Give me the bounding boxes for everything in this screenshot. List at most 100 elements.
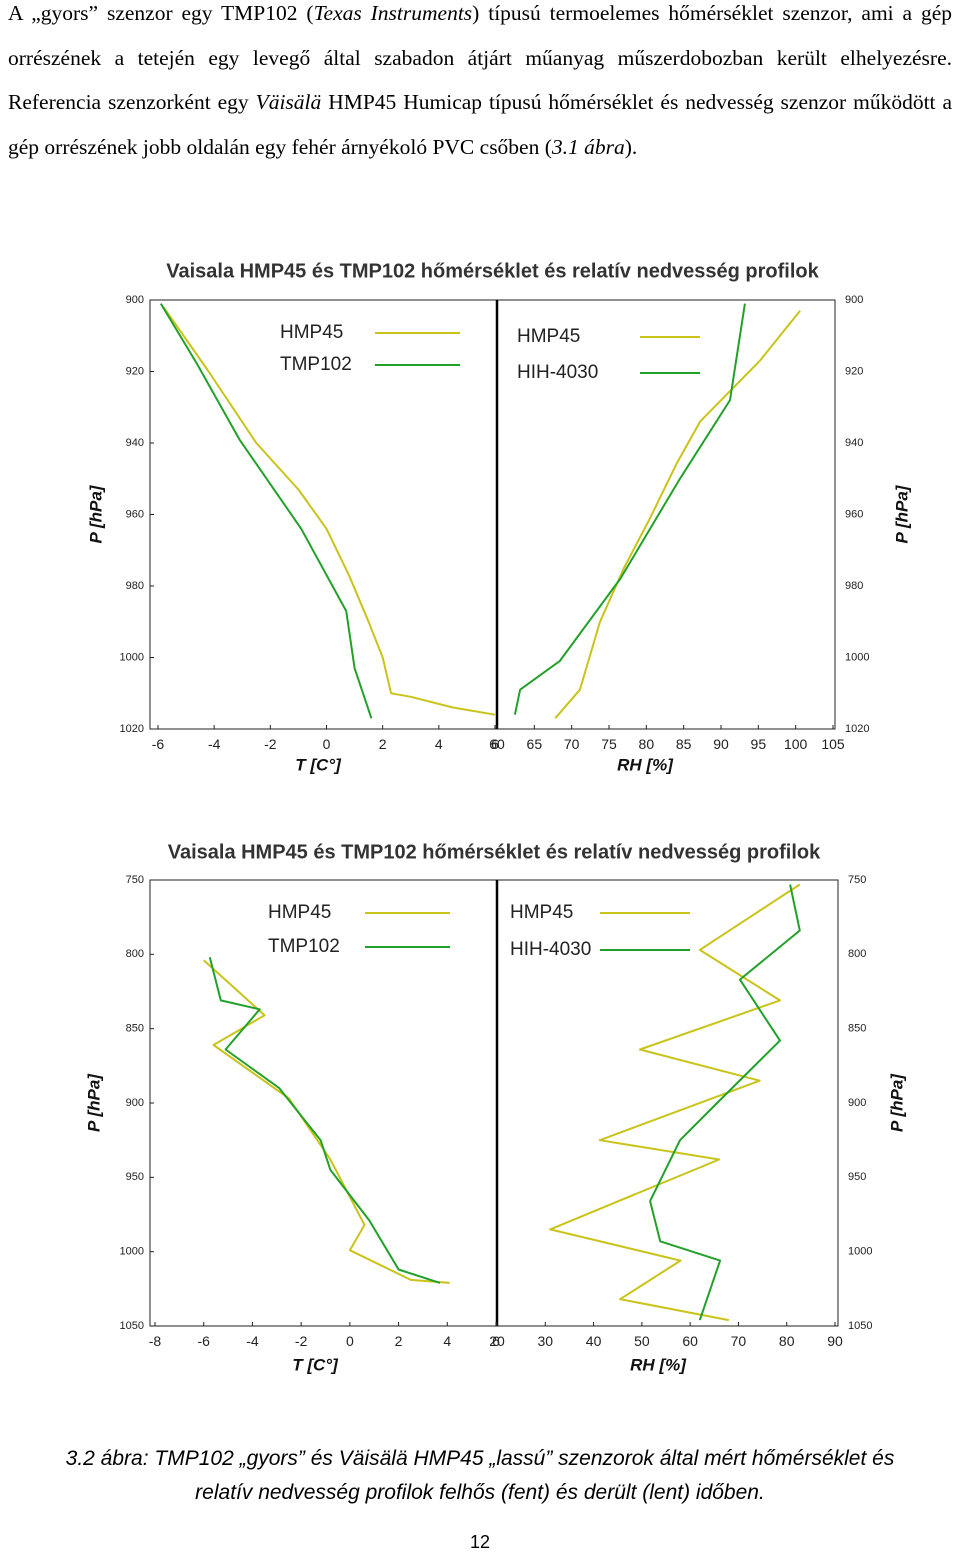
y-tick-label: 900: [126, 294, 144, 306]
legend-label: HMP45: [510, 902, 573, 923]
x-tick-label: 105: [821, 736, 845, 752]
text-run: ).: [624, 134, 638, 159]
plot-frame: [149, 299, 836, 730]
legend-label: HMP45: [268, 902, 331, 923]
x-tick-label: 60: [489, 736, 505, 752]
x-axis-label: T [C°]: [295, 755, 342, 774]
x-tick-label: 65: [527, 736, 543, 752]
y-tick-label-right: 900: [845, 294, 863, 306]
profile-line: [554, 310, 801, 719]
y-axis-label: P [hPa]: [887, 1073, 906, 1132]
y-tick-label: 920: [126, 365, 144, 377]
x-tick-label: -2: [295, 1333, 308, 1349]
text-run: HMP45 Humicap típusú hőmérséklet és nedv…: [8, 90, 952, 159]
x-tick-label: 6: [491, 736, 499, 752]
text-run: ) típusú termoelemes hőmérséklet szenzor…: [8, 1, 952, 114]
y-tick-label: 850: [126, 1023, 144, 1035]
chart-title: Vaisala HMP45 és TMP102 hőmérséklet és r…: [166, 260, 819, 282]
plot-frame: [149, 879, 839, 1327]
profile-line: [549, 883, 801, 1322]
y-tick-label-right: 960: [845, 508, 863, 520]
y-tick-label: 1000: [120, 651, 144, 663]
x-tick-label: 100: [784, 736, 808, 752]
chart-title: Vaisala HMP45 és TMP102 hőmérséklet és r…: [168, 841, 821, 863]
x-tick-label: -6: [197, 1333, 210, 1349]
x-tick-label: 70: [731, 1333, 747, 1349]
y-tick-label: 1000: [120, 1246, 144, 1258]
legend-label: HIH-4030: [517, 362, 598, 383]
legend-label: TMP102: [280, 354, 352, 375]
y-tick-label-right: 940: [845, 437, 863, 449]
body-paragraph: A „gyors” szenzor egy TMP102 (Texas Inst…: [8, 0, 952, 169]
y-tick-label-right: 1050: [848, 1320, 872, 1332]
y-tick-label: 800: [126, 948, 144, 960]
y-tick-label: 950: [126, 1171, 144, 1183]
y-tick-label-right: 1000: [845, 651, 869, 663]
y-tick-label-right: 920: [845, 365, 863, 377]
x-tick-label: -4: [246, 1333, 259, 1349]
x-tick-label: 2: [395, 1333, 403, 1349]
legend-label: HMP45: [517, 326, 580, 347]
legend-label: HIH-4030: [510, 939, 591, 960]
y-axis-label: P [hPa]: [892, 484, 911, 543]
y-tick-label: 750: [126, 874, 144, 886]
text-run: 3.1 ábra: [551, 134, 625, 159]
profile-line: [649, 884, 801, 1321]
y-tick-label-right: 950: [848, 1171, 866, 1183]
x-tick-label: 85: [676, 736, 692, 752]
profile-line: [208, 957, 441, 1284]
x-tick-label: -4: [208, 736, 221, 752]
legend-label: HMP45: [280, 322, 343, 343]
y-tick-label: 1020: [120, 723, 144, 735]
profile-line: [513, 303, 746, 715]
x-tick-label: 40: [586, 1333, 602, 1349]
x-tick-label: -2: [264, 736, 277, 752]
y-tick-label: 940: [126, 437, 144, 449]
y-tick-label: 1050: [120, 1320, 144, 1332]
y-axis-label: P [hPa]: [84, 1073, 103, 1132]
text-run: Väisälä: [255, 90, 322, 114]
y-tick-label-right: 850: [848, 1023, 866, 1035]
text-run: Texas Instruments: [313, 1, 473, 25]
y-tick-label: 900: [126, 1097, 144, 1109]
text-run: A „gyors” szenzor egy TMP102 (: [8, 1, 314, 25]
x-axis-label: RH [%]: [630, 1355, 687, 1374]
x-tick-label: 60: [682, 1333, 698, 1349]
x-tick-label: 50: [634, 1333, 650, 1349]
y-tick-label-right: 900: [848, 1097, 866, 1109]
figure: Vaisala HMP45 és TMP102 hőmérséklet és r…: [86, 260, 911, 774]
x-tick-label: 80: [639, 736, 655, 752]
y-tick-label-right: 1020: [845, 723, 869, 735]
y-axis-label: P [hPa]: [86, 484, 105, 543]
x-axis-label: T [C°]: [292, 1355, 339, 1374]
x-tick-label: 0: [323, 736, 331, 752]
x-tick-label: 2: [379, 736, 387, 752]
figure: Vaisala HMP45 és TMP102 hőmérséklet és r…: [84, 841, 906, 1374]
x-tick-label: 70: [564, 736, 580, 752]
x-tick-label: 95: [751, 736, 767, 752]
x-tick-label: 4: [443, 1333, 451, 1349]
figure-caption: 3.2 ábra: TMP102 „gyors” és Väisälä HMP4…: [65, 1447, 895, 1504]
x-tick-label: -8: [149, 1333, 162, 1349]
x-axis-label: RH [%]: [617, 755, 674, 774]
y-tick-label: 980: [126, 580, 144, 592]
y-tick-label-right: 1000: [848, 1246, 872, 1258]
x-tick-label: 4: [435, 736, 443, 752]
x-tick-label: 30: [537, 1333, 553, 1349]
y-tick-label-right: 750: [848, 874, 866, 886]
profile-line: [159, 303, 373, 719]
y-tick-label-right: 800: [848, 948, 866, 960]
y-tick-label-right: 980: [845, 580, 863, 592]
y-tick-label: 960: [126, 508, 144, 520]
x-tick-label: 0: [346, 1333, 354, 1349]
x-tick-label: 6: [492, 1333, 500, 1349]
page-number: 12: [469, 1532, 491, 1552]
x-tick-label: 90: [827, 1333, 843, 1349]
x-tick-label: 20: [489, 1333, 505, 1349]
x-tick-label: -6: [152, 736, 165, 752]
profile-line: [203, 959, 450, 1284]
x-tick-label: 75: [601, 736, 617, 752]
profile-line: [162, 306, 496, 716]
x-tick-label: 80: [779, 1333, 795, 1349]
